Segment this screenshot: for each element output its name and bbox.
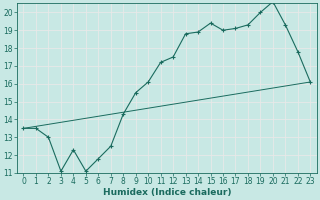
X-axis label: Humidex (Indice chaleur): Humidex (Indice chaleur)	[103, 188, 231, 197]
